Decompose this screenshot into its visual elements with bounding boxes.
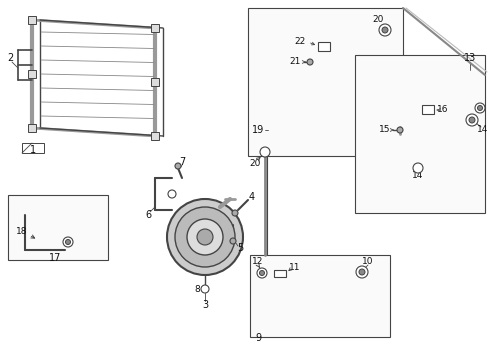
Text: 19: 19 xyxy=(251,125,264,135)
Text: 5: 5 xyxy=(236,243,243,253)
Text: 21: 21 xyxy=(289,58,300,67)
Bar xyxy=(151,24,159,32)
Text: 14: 14 xyxy=(476,126,488,135)
Text: 6: 6 xyxy=(144,210,151,220)
Circle shape xyxy=(168,190,176,198)
Circle shape xyxy=(63,237,73,247)
Bar xyxy=(151,132,159,140)
Circle shape xyxy=(412,163,422,173)
Circle shape xyxy=(396,127,402,133)
Text: 16: 16 xyxy=(436,105,448,114)
Bar xyxy=(28,70,36,78)
Bar xyxy=(22,143,44,153)
Circle shape xyxy=(378,24,390,36)
Circle shape xyxy=(197,229,213,245)
Bar xyxy=(317,42,329,51)
Bar xyxy=(151,78,159,86)
Text: 20: 20 xyxy=(371,15,383,24)
Text: 20: 20 xyxy=(249,158,260,167)
Text: 2: 2 xyxy=(7,53,13,63)
Text: 3: 3 xyxy=(202,300,207,310)
Text: 10: 10 xyxy=(362,257,373,266)
Circle shape xyxy=(381,27,387,33)
Text: 4: 4 xyxy=(248,192,255,202)
Circle shape xyxy=(468,117,474,123)
Text: 14: 14 xyxy=(411,171,423,180)
Circle shape xyxy=(65,239,70,244)
Circle shape xyxy=(476,105,482,111)
Text: 17: 17 xyxy=(49,253,61,263)
Circle shape xyxy=(186,219,223,255)
Circle shape xyxy=(259,270,264,275)
Bar xyxy=(354,55,484,213)
Circle shape xyxy=(231,210,238,216)
Text: 9: 9 xyxy=(254,333,261,343)
Bar xyxy=(247,8,402,156)
Text: 18: 18 xyxy=(16,228,28,237)
Circle shape xyxy=(229,238,236,244)
Circle shape xyxy=(257,268,266,278)
Circle shape xyxy=(474,103,484,113)
Bar xyxy=(28,124,36,132)
Text: 1: 1 xyxy=(30,145,36,155)
Bar xyxy=(273,270,285,277)
Text: 15: 15 xyxy=(379,126,390,135)
Bar xyxy=(249,255,389,337)
Circle shape xyxy=(260,147,269,157)
Bar xyxy=(8,195,108,260)
Text: 22: 22 xyxy=(294,37,305,46)
Text: 7: 7 xyxy=(179,157,185,167)
Text: 12: 12 xyxy=(252,257,263,266)
Circle shape xyxy=(355,266,367,278)
Circle shape xyxy=(201,285,208,293)
Text: 13: 13 xyxy=(463,53,475,63)
Circle shape xyxy=(465,114,477,126)
Circle shape xyxy=(175,163,181,169)
Text: 8: 8 xyxy=(194,284,200,293)
Bar xyxy=(28,16,36,24)
Text: 11: 11 xyxy=(289,264,300,273)
Circle shape xyxy=(306,59,312,65)
Circle shape xyxy=(358,269,364,275)
Circle shape xyxy=(175,207,235,267)
Bar xyxy=(421,105,433,114)
Circle shape xyxy=(167,199,243,275)
